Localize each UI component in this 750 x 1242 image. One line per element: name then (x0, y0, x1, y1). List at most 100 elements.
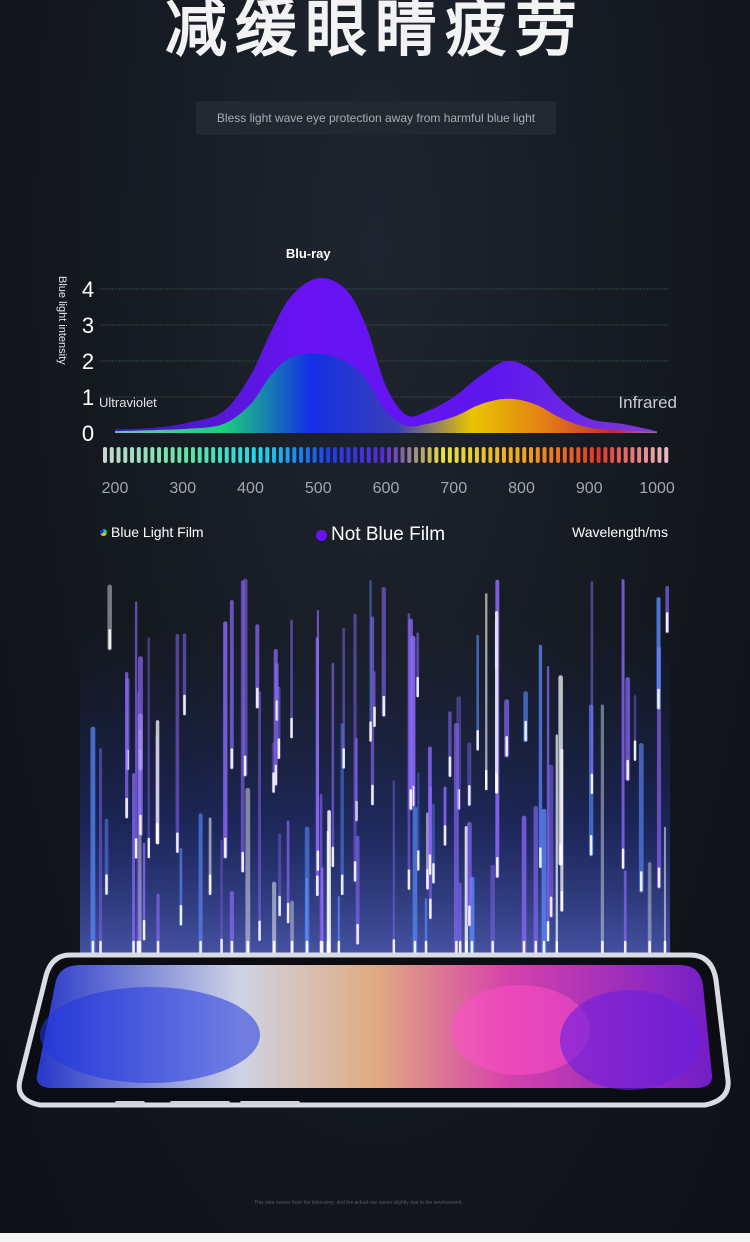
spectrum-pill (380, 447, 385, 463)
spectrum-pill (447, 447, 452, 463)
x-tick-label: 200 (102, 480, 129, 497)
spectrum-pill (123, 447, 128, 463)
spectrum-pill (366, 447, 371, 463)
subtitle-text: Bless light wave eye protection away fro… (216, 111, 536, 125)
x-tick-label: 300 (169, 480, 196, 497)
chart-ticks: 0 1 2 3 4 200 300 400 500 600 700 800 900 1000 (82, 277, 675, 497)
spectrum-pill (549, 447, 554, 463)
legend-not-film: Not Blue Film (316, 524, 445, 546)
y-tick-label: 4 (82, 277, 94, 302)
legend-not-film-swatch (316, 529, 327, 541)
spectrum-pill (143, 447, 148, 463)
spectrum-pill (116, 447, 121, 463)
spectrum-pill (650, 447, 655, 463)
spectrum-pill (204, 447, 209, 463)
spectrum-pill (535, 447, 540, 463)
spectrum-pill (481, 447, 486, 463)
legend-unit-label: Wavelength/ms (572, 524, 668, 540)
subtitle-box: Bless light wave eye protection away fro… (196, 101, 556, 135)
x-tick-label: 700 (440, 480, 467, 497)
legend-not-film-label: Not Blue Film (331, 524, 446, 545)
spectrum-pill (251, 447, 256, 463)
spectrum-pill (515, 447, 520, 463)
spectrum-pill (400, 447, 405, 463)
spectrum-pill (407, 447, 412, 463)
spectrum-pill (488, 447, 493, 463)
streak-glow (80, 620, 670, 960)
annotation-label: Infrared (618, 393, 677, 412)
spectrum-pill (616, 447, 621, 463)
spectrum-pill (454, 447, 459, 463)
spectrum-pill (508, 447, 513, 463)
spectrum-pill (190, 447, 195, 463)
y-tick-label: 0 (82, 421, 94, 446)
spectrum-pill (461, 447, 466, 463)
spectrum-pill (427, 447, 432, 463)
legend-film: Blue Light Film (100, 524, 204, 540)
page-title: 减缓眼睛疲劳 (164, 0, 585, 65)
annotation-label: Blu-ray (286, 246, 332, 261)
spectrum-pill (596, 447, 601, 463)
spectrum-pill (562, 447, 567, 463)
footnote: This data comes from the laboratory, and… (254, 1200, 463, 1206)
chart-annotations: Blu-ray Ultraviolet Infrared (99, 246, 677, 412)
chart-areas (115, 277, 657, 433)
x-tick-label: 800 (508, 480, 535, 497)
spectrum-pill (339, 447, 344, 463)
spectrum-pill (495, 447, 500, 463)
legend-unit: Wavelength/ms (572, 524, 668, 540)
spectrum-pill (576, 447, 581, 463)
spectrum-pill (556, 447, 561, 463)
spectrum-pill (211, 447, 216, 463)
spectrum-pill (623, 447, 628, 463)
spectrum-pill (589, 447, 594, 463)
spectrum-pill (245, 447, 249, 463)
spectrum-pill (238, 447, 243, 463)
spectrum-pill (501, 447, 506, 463)
spectrum-pill (272, 447, 277, 463)
chart-grid (100, 288, 668, 398)
spectrum-pill (387, 447, 391, 463)
spectrum-pill (305, 447, 310, 463)
spectrum-pill (177, 447, 182, 463)
spectrum-pill (664, 447, 669, 463)
spectrum-pill (278, 447, 283, 463)
y-tick-label: 3 (82, 313, 94, 338)
legend-film-swatch (100, 528, 107, 536)
spectrum-bar (103, 447, 669, 463)
spectrum-pill (217, 447, 222, 463)
spectrum-pill (474, 447, 479, 463)
spectrum-pill (414, 447, 419, 463)
x-tick-label: 900 (576, 480, 603, 497)
spectrum-pill (393, 447, 398, 463)
spectrum-pill (610, 447, 615, 463)
spectrum-pill (231, 447, 236, 463)
x-tick-label: 600 (373, 480, 400, 497)
spectrum-pill (522, 447, 527, 463)
x-tick-label: 500 (305, 480, 332, 497)
spectrum-pill (197, 447, 202, 463)
spectrum-pill (630, 447, 635, 463)
annotation-label: Ultraviolet (99, 395, 157, 410)
y-tick-label: 1 (82, 385, 94, 410)
spectrum-pill (136, 447, 141, 463)
spectrum-pill (319, 447, 324, 463)
spectrum-pill (346, 447, 351, 463)
spectrum-pill (224, 447, 229, 463)
spectrum-pill (468, 447, 473, 463)
spectrum-pill (353, 447, 358, 463)
spectrum-pill (163, 447, 168, 463)
phone-illustration (16, 952, 731, 1108)
y-tick-label: 2 (82, 349, 94, 374)
spectrum-pill (184, 447, 189, 463)
legend-film-label: Blue Light Film (111, 524, 204, 540)
spectrum-pill (258, 447, 263, 463)
spectrum-pill (150, 447, 155, 463)
spectrum-pill (657, 447, 662, 463)
spectrum-pill (157, 447, 162, 463)
spectrum-pill (359, 447, 364, 463)
spectrum-pill (434, 447, 439, 463)
spectrum-pill (103, 447, 107, 463)
spectrum-pill (109, 447, 114, 463)
spectrum-pill (326, 447, 331, 463)
